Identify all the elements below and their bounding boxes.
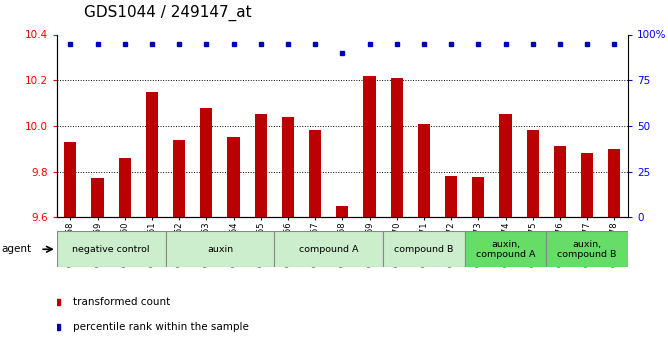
Bar <box>227 137 240 217</box>
Bar <box>282 117 294 217</box>
Bar <box>146 92 158 217</box>
Bar <box>465 231 546 267</box>
Bar <box>92 178 104 217</box>
Bar <box>119 158 131 217</box>
Text: auxin,
compound B: auxin, compound B <box>557 239 617 259</box>
Bar <box>445 176 458 217</box>
Bar <box>526 130 539 217</box>
Bar <box>391 78 403 217</box>
Bar <box>173 140 185 217</box>
Bar <box>255 115 267 217</box>
Text: transformed count: transformed count <box>73 297 170 307</box>
Bar <box>64 142 77 217</box>
Text: auxin,
compound A: auxin, compound A <box>476 239 535 259</box>
Text: auxin: auxin <box>207 245 233 254</box>
Bar <box>275 231 383 267</box>
Bar <box>363 76 375 217</box>
Bar <box>336 206 349 217</box>
Bar <box>608 149 621 217</box>
Bar <box>546 231 628 267</box>
Text: negative control: negative control <box>72 245 150 254</box>
Text: agent: agent <box>1 244 31 254</box>
Bar <box>418 124 430 217</box>
Bar <box>200 108 212 217</box>
Bar <box>500 115 512 217</box>
Bar <box>57 231 166 267</box>
Text: compound A: compound A <box>299 245 359 254</box>
Bar <box>472 177 484 217</box>
Bar <box>309 130 321 217</box>
Text: GDS1044 / 249147_at: GDS1044 / 249147_at <box>84 4 251 21</box>
Text: compound B: compound B <box>394 245 454 254</box>
Bar <box>581 153 593 217</box>
Bar <box>383 231 465 267</box>
Bar <box>554 147 566 217</box>
Text: percentile rank within the sample: percentile rank within the sample <box>73 322 248 332</box>
Bar <box>166 231 275 267</box>
